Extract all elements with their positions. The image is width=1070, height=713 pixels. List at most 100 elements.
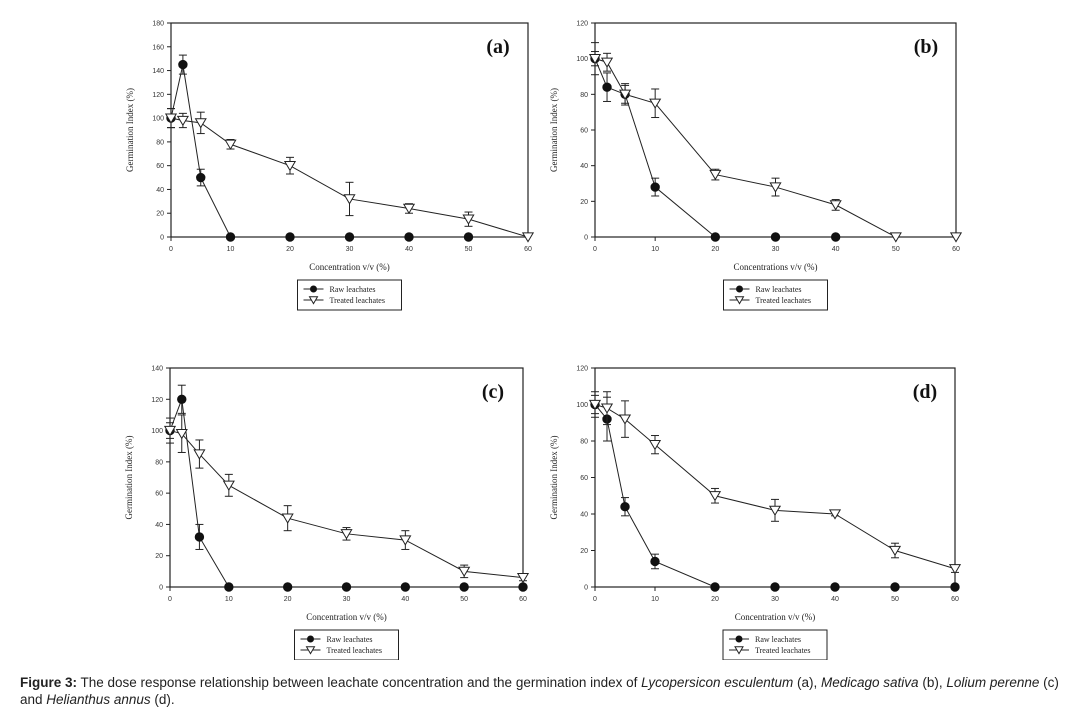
caption-species-name: Lolium perenne [946, 675, 1040, 690]
data-point-treated [343, 194, 356, 205]
data-point-raw [770, 582, 780, 592]
series-raw-leachates [166, 54, 474, 242]
data-point-raw [650, 556, 660, 567]
y-tick-label: 120 [152, 92, 164, 99]
data-point-treated [281, 513, 294, 524]
x-tick-label: 50 [460, 596, 468, 603]
data-point-treated [222, 480, 235, 491]
panel-label: (c) [482, 381, 504, 403]
plot-frame [594, 22, 957, 238]
legend: Raw leachates Treated leachates [723, 279, 828, 311]
series-treated-leachates [164, 108, 535, 243]
legend-box [294, 629, 399, 660]
data-point-treated [224, 139, 237, 150]
legend-marker-raw [310, 285, 317, 293]
x-axis-title: Concentration v/v (%) [735, 612, 815, 622]
data-point-treated [829, 200, 842, 211]
legend-box [722, 629, 828, 660]
y-tick-label: 80 [580, 439, 588, 446]
x-tick-label: 50 [892, 246, 900, 253]
y-tick-label: 180 [152, 21, 164, 28]
series-line [594, 58, 836, 238]
y-tick-label: 120 [576, 21, 588, 28]
data-point-treated [600, 403, 614, 414]
legend-label: Raw leachates [756, 285, 802, 294]
y-tick-label: 80 [155, 459, 163, 466]
y-tick-label: 80 [156, 139, 164, 146]
y-tick-label: 20 [580, 548, 588, 555]
data-point-raw [225, 232, 236, 242]
data-point-raw [177, 394, 187, 404]
data-point-treated [888, 545, 902, 557]
y-tick-label: 80 [580, 92, 588, 99]
data-point-raw [344, 232, 355, 242]
data-point-treated [708, 491, 722, 502]
panel-label: (a) [486, 36, 509, 58]
series-line [169, 399, 523, 588]
data-point-raw [178, 59, 188, 70]
x-tick-label: 40 [832, 246, 840, 253]
caption-text-part: (d). [150, 692, 175, 707]
chart-panel-c: 0 20 40 60 80 100 120 140 0 10 20 30 40 50 60 Concentra… [124, 366, 530, 660]
y-tick-label: 40 [155, 522, 163, 529]
data-point-raw [400, 582, 411, 592]
caption-species-name: Medicago sativa [821, 675, 919, 690]
series-line [170, 64, 469, 238]
x-tick-label: 40 [405, 246, 413, 253]
x-tick-label: 30 [771, 596, 779, 603]
x-tick-label: 30 [343, 596, 351, 603]
series-line [169, 430, 524, 579]
panel-label: (b) [914, 36, 938, 58]
y-axis-title: Germination Index (%) [124, 436, 134, 520]
legend-marker-raw [307, 635, 314, 643]
x-tick-label: 30 [772, 246, 780, 253]
x-tick-label: 20 [711, 596, 719, 603]
y-tick-label: 0 [584, 585, 588, 592]
y-tick-label: 60 [156, 163, 164, 170]
series-raw-leachates [590, 391, 960, 592]
data-point-treated [648, 439, 662, 451]
data-point-raw [463, 232, 474, 242]
legend-marker-raw [736, 285, 743, 293]
y-tick-label: 0 [160, 235, 164, 242]
data-point-treated [588, 54, 602, 65]
data-point-raw [710, 232, 721, 242]
data-point-treated [462, 214, 475, 225]
legend-marker-treated [305, 646, 316, 655]
caption-text: The dose response relationship between l… [20, 675, 1059, 707]
data-point-treated [949, 232, 963, 243]
legend: Raw leachates Treated leachates [297, 279, 402, 311]
y-tick-label: 20 [580, 199, 588, 206]
data-point-raw [830, 232, 841, 242]
series-line [594, 58, 956, 238]
x-tick-label: 60 [524, 246, 532, 253]
series-raw-leachates [165, 384, 528, 592]
data-point-raw [224, 582, 234, 592]
x-tick-label: 0 [593, 246, 597, 253]
legend-marker-treated [308, 296, 319, 305]
data-point-treated [402, 203, 416, 215]
data-point-raw [710, 582, 720, 592]
y-tick-label: 20 [156, 211, 164, 218]
series-treated-leachates [163, 414, 530, 584]
data-point-treated [163, 425, 177, 437]
chart-panel-b: 0 20 40 60 80 100 120 0 10 20 30 40 50 60 Concentratio… [549, 21, 963, 311]
data-point-raw [282, 582, 293, 592]
y-tick-label: 160 [152, 44, 164, 51]
x-tick-label: 10 [651, 246, 659, 253]
x-tick-label: 0 [168, 596, 172, 603]
y-tick-label: 120 [151, 397, 163, 404]
data-point-raw [650, 182, 660, 192]
x-tick-label: 20 [711, 246, 719, 253]
plot-frame [594, 367, 956, 588]
data-point-treated [769, 182, 782, 193]
y-tick-label: 0 [159, 585, 163, 592]
panel-label: (d) [913, 381, 937, 403]
data-point-raw [341, 582, 352, 592]
y-tick-label: 120 [576, 366, 588, 373]
data-point-raw [770, 232, 781, 242]
data-point-raw [950, 582, 960, 592]
y-tick-label: 100 [576, 56, 588, 63]
x-tick-label: 40 [831, 596, 839, 603]
data-point-treated [176, 115, 189, 127]
